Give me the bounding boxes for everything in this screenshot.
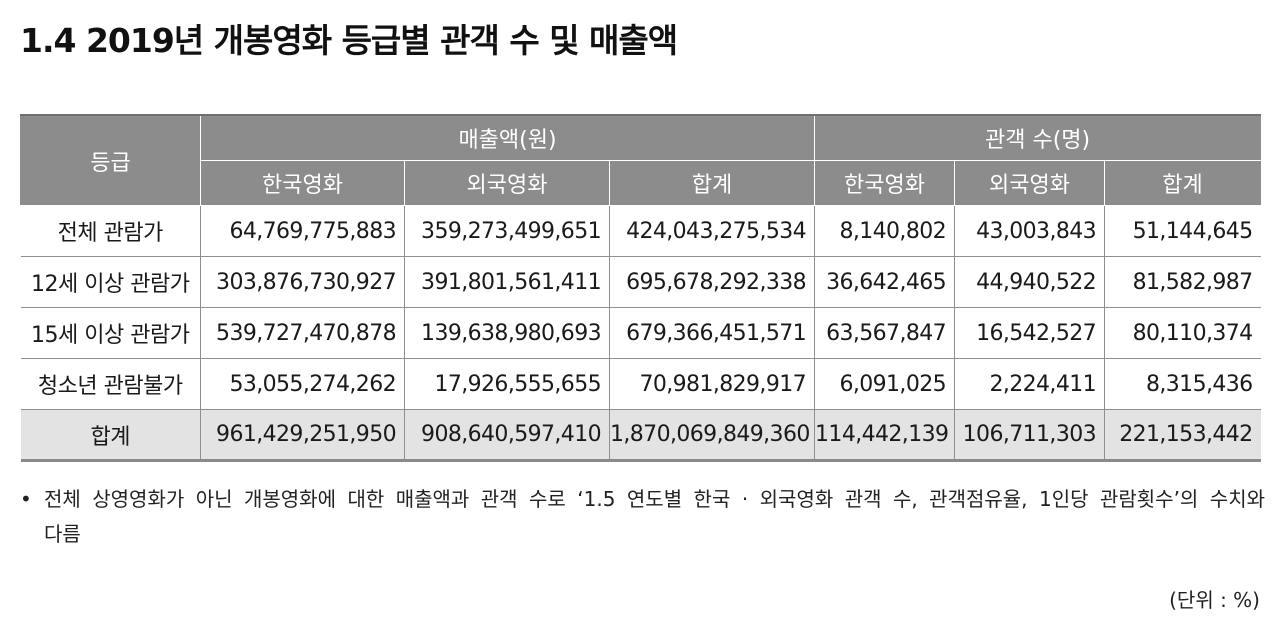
table-row: 15세 이상 관람가 539,727,470,878 139,638,980,6… bbox=[20, 307, 1261, 359]
table-cell: 16,542,527 bbox=[954, 307, 1106, 359]
total-row: 합계 961,429,251,950 908,640,597,410 1,870… bbox=[20, 409, 1261, 461]
table-cell: 63,567,847 bbox=[814, 307, 956, 359]
row-label: 12세 이상 관람가 bbox=[20, 256, 201, 308]
footnote-text: 전체 상영영화가 아닌 개봉영화에 대한 매출액과 관객 수로 ‘1.5 연도별… bbox=[44, 487, 1265, 546]
table-cell: 221,153,442 bbox=[1104, 409, 1261, 461]
table-cell: 8,315,436 bbox=[1104, 358, 1261, 410]
table-cell: 36,642,465 bbox=[814, 256, 956, 308]
table-cell: 695,678,292,338 bbox=[608, 256, 816, 308]
sub-header-audience-total: 합계 bbox=[1104, 160, 1262, 206]
table-cell: 539,727,470,878 bbox=[200, 307, 405, 359]
table-cell: 81,582,987 bbox=[1104, 256, 1261, 308]
table-cell: 114,442,139 bbox=[814, 409, 956, 461]
table-cell: 51,144,645 bbox=[1104, 205, 1261, 257]
table-cell: 8,140,802 bbox=[814, 205, 956, 257]
page-title: 1.4 2019년 개봉영화 등급별 관객 수 및 매출액 bbox=[20, 21, 678, 60]
row-label: 청소년 관람불가 bbox=[20, 358, 201, 410]
table-cell: 303,876,730,927 bbox=[200, 256, 405, 308]
table-cell: 139,638,980,693 bbox=[404, 307, 610, 359]
table-cell: 1,870,069,849,360 bbox=[608, 409, 816, 461]
bullet-icon: • bbox=[20, 487, 32, 511]
table-cell: 17,926,555,655 bbox=[404, 358, 610, 410]
table-cell: 44,940,522 bbox=[954, 256, 1106, 308]
table-row: 12세 이상 관람가 303,876,730,927 391,801,561,4… bbox=[20, 256, 1261, 308]
table-row: 전체 관람가 64,769,775,883 359,273,499,651 42… bbox=[20, 205, 1261, 257]
row-label: 합계 bbox=[20, 409, 201, 461]
grade-audience-revenue-table: 등급 매출액(원) 관객 수(명) 한국영화 외국영화 합계 한국영화 외국영화… bbox=[20, 114, 1262, 462]
table-cell: 424,043,275,534 bbox=[608, 205, 816, 257]
row-label: 15세 이상 관람가 bbox=[20, 307, 201, 359]
table-cell: 679,366,451,571 bbox=[608, 307, 816, 359]
table-cell: 53,055,274,262 bbox=[200, 358, 405, 410]
table-cell: 961,429,251,950 bbox=[200, 409, 405, 461]
table-cell: 6,091,025 bbox=[814, 358, 956, 410]
table-cell: 80,110,374 bbox=[1104, 307, 1261, 359]
table-row: 청소년 관람불가 53,055,274,262 17,926,555,655 7… bbox=[20, 358, 1261, 410]
table-cell: 908,640,597,410 bbox=[404, 409, 610, 461]
footnote: • 전체 상영영화가 아닌 개봉영화에 대한 매출액과 관객 수로 ‘1.5 연… bbox=[20, 482, 1265, 552]
table-cell: 391,801,561,411 bbox=[404, 256, 610, 308]
grade-header: 등급 bbox=[20, 114, 201, 206]
audience-header: 관객 수(명) bbox=[814, 114, 1262, 161]
table-cell: 70,981,829,917 bbox=[608, 358, 816, 410]
table-cell: 64,769,775,883 bbox=[200, 205, 405, 257]
unit-label: (단위 : %) bbox=[1169, 588, 1260, 612]
row-label: 전체 관람가 bbox=[20, 205, 201, 257]
sub-header-revenue-foreign: 외국영화 bbox=[404, 160, 610, 206]
table-cell: 43,003,843 bbox=[954, 205, 1106, 257]
table-cell: 2,224,411 bbox=[954, 358, 1106, 410]
table-cell: 106,711,303 bbox=[954, 409, 1106, 461]
table-cell: 359,273,499,651 bbox=[404, 205, 610, 257]
sub-header-revenue-total: 합계 bbox=[608, 160, 816, 206]
revenue-header: 매출액(원) bbox=[199, 114, 816, 161]
sub-header-audience-korean: 한국영화 bbox=[814, 160, 956, 206]
sub-header-audience-foreign: 외국영화 bbox=[954, 160, 1106, 206]
sub-header-revenue-korean: 한국영화 bbox=[200, 160, 405, 206]
